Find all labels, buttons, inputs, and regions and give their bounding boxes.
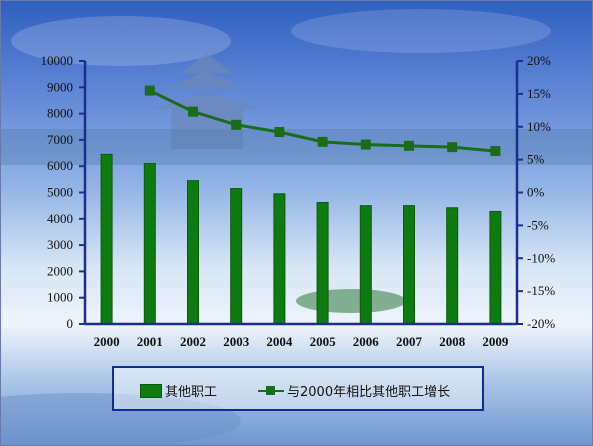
right-tick-label: 5%: [527, 152, 545, 167]
right-tick-label: -15%: [527, 283, 555, 298]
line-point: [231, 119, 242, 130]
legend-item-bar: 其他职工: [140, 381, 217, 400]
x-tick-label: 2000: [94, 334, 120, 349]
left-tick-label: 7000: [47, 132, 73, 147]
left-tick-label: 2000: [47, 263, 73, 278]
right-tick-label: 15%: [527, 86, 551, 101]
line-point: [188, 106, 198, 117]
right-tick-label: -10%: [527, 250, 555, 265]
line-point: [404, 140, 414, 151]
bar: [143, 163, 156, 325]
bar: [100, 153, 113, 325]
left-tick-label: 1000: [47, 290, 73, 305]
right-tick-label: 20%: [527, 53, 551, 68]
legend: 其他职工 与2000年相比其他职工增长: [112, 366, 484, 411]
right-tick-label: -5%: [527, 217, 549, 232]
bar: [273, 193, 286, 325]
x-tick-label: 2005: [310, 334, 337, 349]
right-axis-ticks: -20% -15% -10% -5% 0% 5% 10% 15% 20%: [517, 53, 555, 331]
left-tick-label: 0: [67, 316, 74, 331]
bar: [316, 201, 329, 325]
x-tick-label: 2007: [396, 334, 423, 349]
legend-swatch-line: [258, 385, 284, 397]
x-tick-label: 2003: [223, 334, 250, 349]
legend-label-line: 与2000年相比其他职工增长: [287, 385, 451, 400]
bar: [359, 205, 372, 325]
bar: [403, 205, 415, 325]
left-tick-label: 3000: [47, 237, 73, 252]
left-tick-label: 8000: [47, 106, 73, 121]
bar-series: [100, 153, 502, 325]
left-tick-label: 6000: [47, 158, 73, 173]
x-tick-label: 2008: [439, 334, 466, 349]
legend-item-line: 与2000年相比其他职工增长: [258, 381, 450, 400]
x-axis-labels: 2000 2001 2002 2003 2004 2005 2006 2007 2008 2009: [94, 334, 509, 349]
left-tick-label: 4000: [47, 211, 73, 226]
bar: [187, 180, 199, 325]
bar: [230, 188, 243, 325]
left-tick-label: 10000: [41, 53, 74, 68]
line-point: [360, 139, 371, 150]
left-tick-label: 5000: [47, 185, 73, 200]
bar: [489, 210, 502, 325]
left-axis-ticks: 0 1000 2000 3000 4000 5000 6000 7000 8000 9000 100…: [41, 53, 85, 331]
x-tick-label: 2004: [266, 334, 293, 349]
line-point: [447, 142, 458, 153]
line-point: [317, 136, 328, 147]
axes: [83, 61, 519, 326]
line-point: [490, 146, 501, 157]
line-point: [144, 85, 155, 96]
line-series: [144, 85, 501, 157]
x-tick-label: 2009: [482, 334, 509, 349]
x-tick-label: 2002: [180, 334, 206, 349]
line-point: [274, 127, 285, 138]
legend-label-bar: 其他职工: [165, 385, 218, 400]
right-tick-label: 0%: [527, 185, 545, 200]
legend-swatch-bar: [140, 383, 162, 398]
bar: [446, 207, 459, 325]
x-tick-label: 2001: [137, 334, 163, 349]
right-tick-label: 10%: [527, 119, 551, 134]
left-tick-label: 9000: [47, 79, 73, 94]
x-tick-label: 2006: [353, 334, 380, 349]
right-tick-label: -20%: [527, 316, 555, 331]
